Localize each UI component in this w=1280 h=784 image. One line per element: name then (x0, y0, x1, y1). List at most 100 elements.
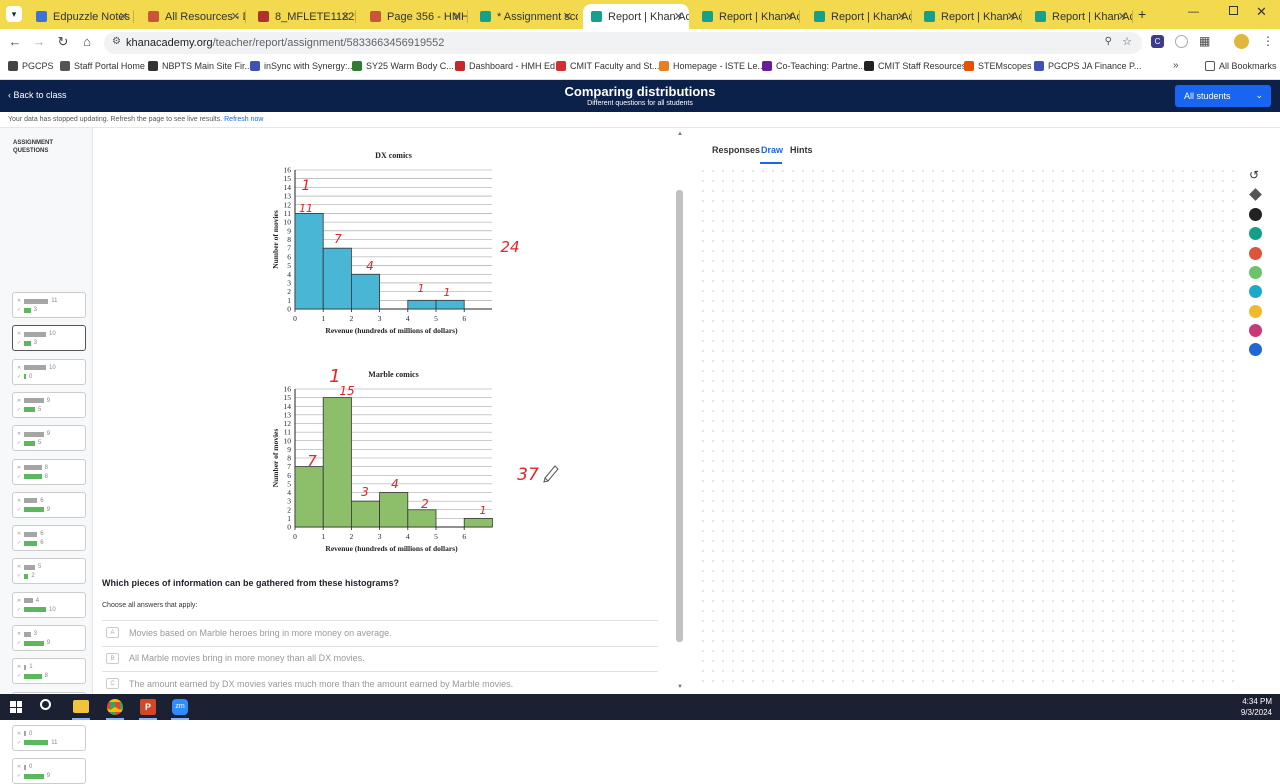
forward-arrow-icon[interactable]: → (32, 34, 46, 49)
back-to-class-label: Back to class (13, 90, 67, 100)
drawing-canvas[interactable] (698, 166, 1240, 686)
zoom-app-icon[interactable]: zm (172, 699, 188, 715)
bookmark[interactable]: CMIT Staff Resources (864, 61, 966, 71)
site-info-icon[interactable]: ⚙ (112, 36, 121, 47)
close-icon[interactable]: ✕ (562, 11, 572, 23)
scroll-up-arrow[interactable]: ▲ (677, 131, 683, 137)
bookmark[interactable]: CMIT Faculty and St... (556, 61, 659, 71)
bookmark[interactable]: Staff Portal Home (60, 61, 145, 71)
bookmark[interactable]: Homepage - ISTE Le... (659, 61, 765, 71)
avatar[interactable] (1234, 34, 1249, 49)
bookmark[interactable]: inSync with Synergy:... (250, 61, 355, 71)
question-card[interactable]: ✕ 9 ✓ 5 (12, 425, 86, 452)
bookmark[interactable]: PGCPS JA Finance P... (1034, 61, 1141, 71)
close-icon[interactable]: ✕ (673, 11, 683, 23)
browser-tab[interactable]: Edpuzzle Notes fo ✕ (28, 4, 134, 29)
close-icon[interactable]: ✕ (1117, 11, 1127, 23)
new-tab-button[interactable]: + (1138, 6, 1147, 22)
answer-choice[interactable]: B All Marble movies bring in more money t… (102, 645, 658, 670)
color-swatch[interactable] (1249, 304, 1262, 318)
search-icon[interactable] (40, 699, 51, 710)
puzzle-icon[interactable]: ▦ (1199, 34, 1211, 48)
refresh-link[interactable]: Refresh now (224, 116, 264, 123)
question-card[interactable]: ✕ 5 ✓ 2 (12, 558, 86, 585)
x-tick-label: 1 (321, 532, 325, 541)
back-to-class-link[interactable]: ‹ Back to class (8, 90, 67, 100)
chrome-icon[interactable] (107, 699, 123, 715)
back-arrow-icon[interactable]: ← (8, 34, 22, 49)
wrong-count-bar (24, 598, 33, 604)
question-card[interactable]: ✕ 10 ✓ 3 (12, 325, 86, 352)
file-explorer-icon[interactable] (73, 700, 89, 713)
windows-start-icon[interactable] (10, 701, 22, 713)
close-icon[interactable]: ✕ (784, 11, 794, 23)
browser-tab[interactable]: Report | Khan Aca ✕ (583, 4, 689, 29)
browser-tab[interactable]: Report | Khan Aca ✕ (1027, 4, 1133, 29)
menu-icon[interactable]: ⋮ (1262, 34, 1274, 48)
bookmark[interactable]: SY25 Warm Body C... (352, 61, 454, 71)
minimize-button[interactable]: — (1188, 6, 1199, 18)
bookmarks-overflow-icon[interactable]: » (1173, 60, 1179, 71)
close-icon[interactable]: ✕ (230, 11, 240, 23)
home-icon[interactable]: ⌂ (83, 34, 91, 49)
student-select[interactable]: All students ⌄ (1175, 85, 1271, 107)
question-card[interactable]: ✕ 6 ✓ 6 (12, 525, 86, 552)
question-card[interactable]: ✕ 9 ✓ 5 (12, 391, 86, 418)
color-swatch[interactable] (1249, 343, 1262, 357)
color-swatch[interactable] (1249, 246, 1262, 260)
color-swatch[interactable] (1249, 208, 1262, 221)
system-clock[interactable]: 4:34 PM 9/3/2024 (1241, 696, 1272, 718)
answer-choice[interactable]: C The amount earned by DX movies varies m… (102, 671, 658, 695)
browser-tab[interactable]: * Assignment sco ✕ (472, 4, 578, 29)
close-icon[interactable]: ✕ (896, 11, 906, 23)
question-card[interactable]: ✕ 10 ✓ 0 (12, 358, 86, 385)
question-card[interactable]: ✕ 0 ✓ 11 (12, 724, 86, 751)
browser-tab[interactable]: Page 356 - HMH ✕ (362, 4, 468, 29)
color-swatch[interactable] (1249, 265, 1262, 279)
scrollbar[interactable] (676, 190, 683, 642)
right-mark-icon: ✓ (17, 540, 22, 547)
all-bookmarks[interactable]: All Bookmarks (1205, 61, 1277, 71)
bookmark[interactable]: Dashboard - HMH Ed (455, 61, 555, 71)
bookmark[interactable]: Co-Teaching: Partne... (762, 61, 866, 71)
powerpoint-icon[interactable]: P (140, 699, 156, 715)
browser-tab[interactable]: Report | Khan Aca ✕ (694, 4, 800, 29)
close-window-button[interactable]: ✕ (1256, 4, 1267, 19)
tab-search-icon[interactable]: ▾ (6, 6, 22, 22)
answer-choice[interactable]: A Movies based on Marble heroes bring in … (102, 620, 658, 644)
scroll-down-arrow[interactable]: ▼ (677, 684, 683, 690)
bookmark[interactable]: NBPTS Main Site Fir... (148, 61, 252, 71)
close-icon[interactable]: ✕ (452, 11, 462, 23)
bookmark[interactable]: PGCPS (8, 61, 54, 71)
question-card[interactable]: ✕ 0 ✓ 9 (12, 758, 86, 784)
question-card[interactable]: ✕ 4 ✓ 10 (12, 591, 86, 618)
browser-tab[interactable]: Report | Khan Aca ✕ (916, 4, 1022, 29)
extension-icon[interactable]: C (1151, 35, 1164, 48)
close-icon[interactable]: ✕ (1006, 11, 1016, 23)
question-card[interactable]: ✕ 8 ✓ 8 (12, 458, 86, 485)
question-card[interactable]: ✕ 11 ✓ 3 (12, 292, 86, 318)
browser-tab[interactable]: 8_MFLETE112297✕ (250, 4, 356, 29)
color-swatch[interactable] (1249, 227, 1262, 241)
question-card[interactable]: ✕ 6 ✓ 9 (12, 491, 86, 518)
close-icon[interactable]: ✕ (118, 11, 128, 23)
handwritten-annotation: 24 (500, 238, 519, 256)
close-icon[interactable]: ✕ (340, 11, 350, 23)
undo-icon[interactable]: ↺ (1249, 168, 1260, 182)
question-card[interactable]: ✕ 3 ✓ 9 (12, 625, 86, 651)
star-icon[interactable]: ☆ (1122, 36, 1132, 48)
address-bar[interactable]: ⚙ khanacademy.org/teacher/report/assignm… (104, 32, 1142, 54)
zoom-icon[interactable]: ⚲ (1104, 36, 1112, 47)
restore-button[interactable] (1229, 6, 1238, 15)
tab-hints[interactable]: Hints (790, 145, 813, 155)
question-card[interactable]: ✕ 1 ✓ 8 (12, 658, 86, 685)
tab-draw[interactable]: Draw (761, 145, 784, 155)
color-swatch[interactable] (1249, 285, 1262, 299)
tab-responses[interactable]: Responses (712, 145, 761, 155)
reload-icon[interactable]: ↻ (57, 34, 69, 49)
browser-tab[interactable]: All Resources - D ✕ (140, 4, 246, 29)
browser-tab[interactable]: Report | Khan Aca ✕ (806, 4, 912, 29)
bookmark[interactable]: STEMscopes (964, 61, 1032, 71)
color-swatch[interactable] (1249, 323, 1262, 337)
extension-icon[interactable] (1175, 35, 1188, 48)
